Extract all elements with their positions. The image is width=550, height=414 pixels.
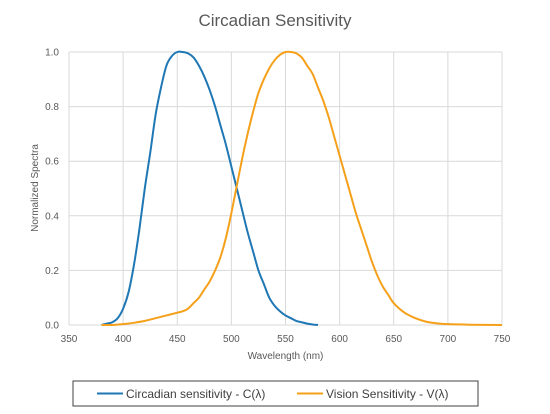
x-tick-label: 600 [331,334,348,345]
x-tick-label: 550 [277,334,294,345]
legend-label-circadian: Circadian sensitivity - C(λ) [126,387,265,401]
y-tick-label: 1.0 [45,48,59,59]
y-tick-label: 0.0 [45,321,59,332]
x-tick-label: 400 [115,334,132,345]
x-tick-label: 700 [440,334,457,345]
x-tick-label: 750 [494,334,511,345]
x-tick-label: 500 [223,334,240,345]
y-axis-label: Normalized Spectra [30,144,41,232]
y-tick-label: 0.8 [45,102,59,113]
x-axis-label: Wavelength (nm) [248,351,324,362]
x-tick-label: 450 [169,334,186,345]
legend-label-vision: Vision Sensitivity - V(λ) [326,387,448,401]
x-tick-label: 350 [61,334,78,345]
y-tick-label: 0.2 [45,266,59,277]
legend-box [72,380,479,407]
x-tick-label: 650 [385,334,402,345]
series-line-vision [101,50,503,327]
y-tick-label: 0.4 [45,211,59,222]
grid [68,51,503,326]
series-line-circadian [101,50,319,326]
tick-labels: 350 400 450 500 550 600 650 700 750 0.0 0.2 0.4 0.6 0… [45,48,511,346]
chart-title: Circadian Sensitivity [198,11,352,30]
y-tick-label: 0.6 [45,157,59,168]
series-lines [101,50,503,327]
